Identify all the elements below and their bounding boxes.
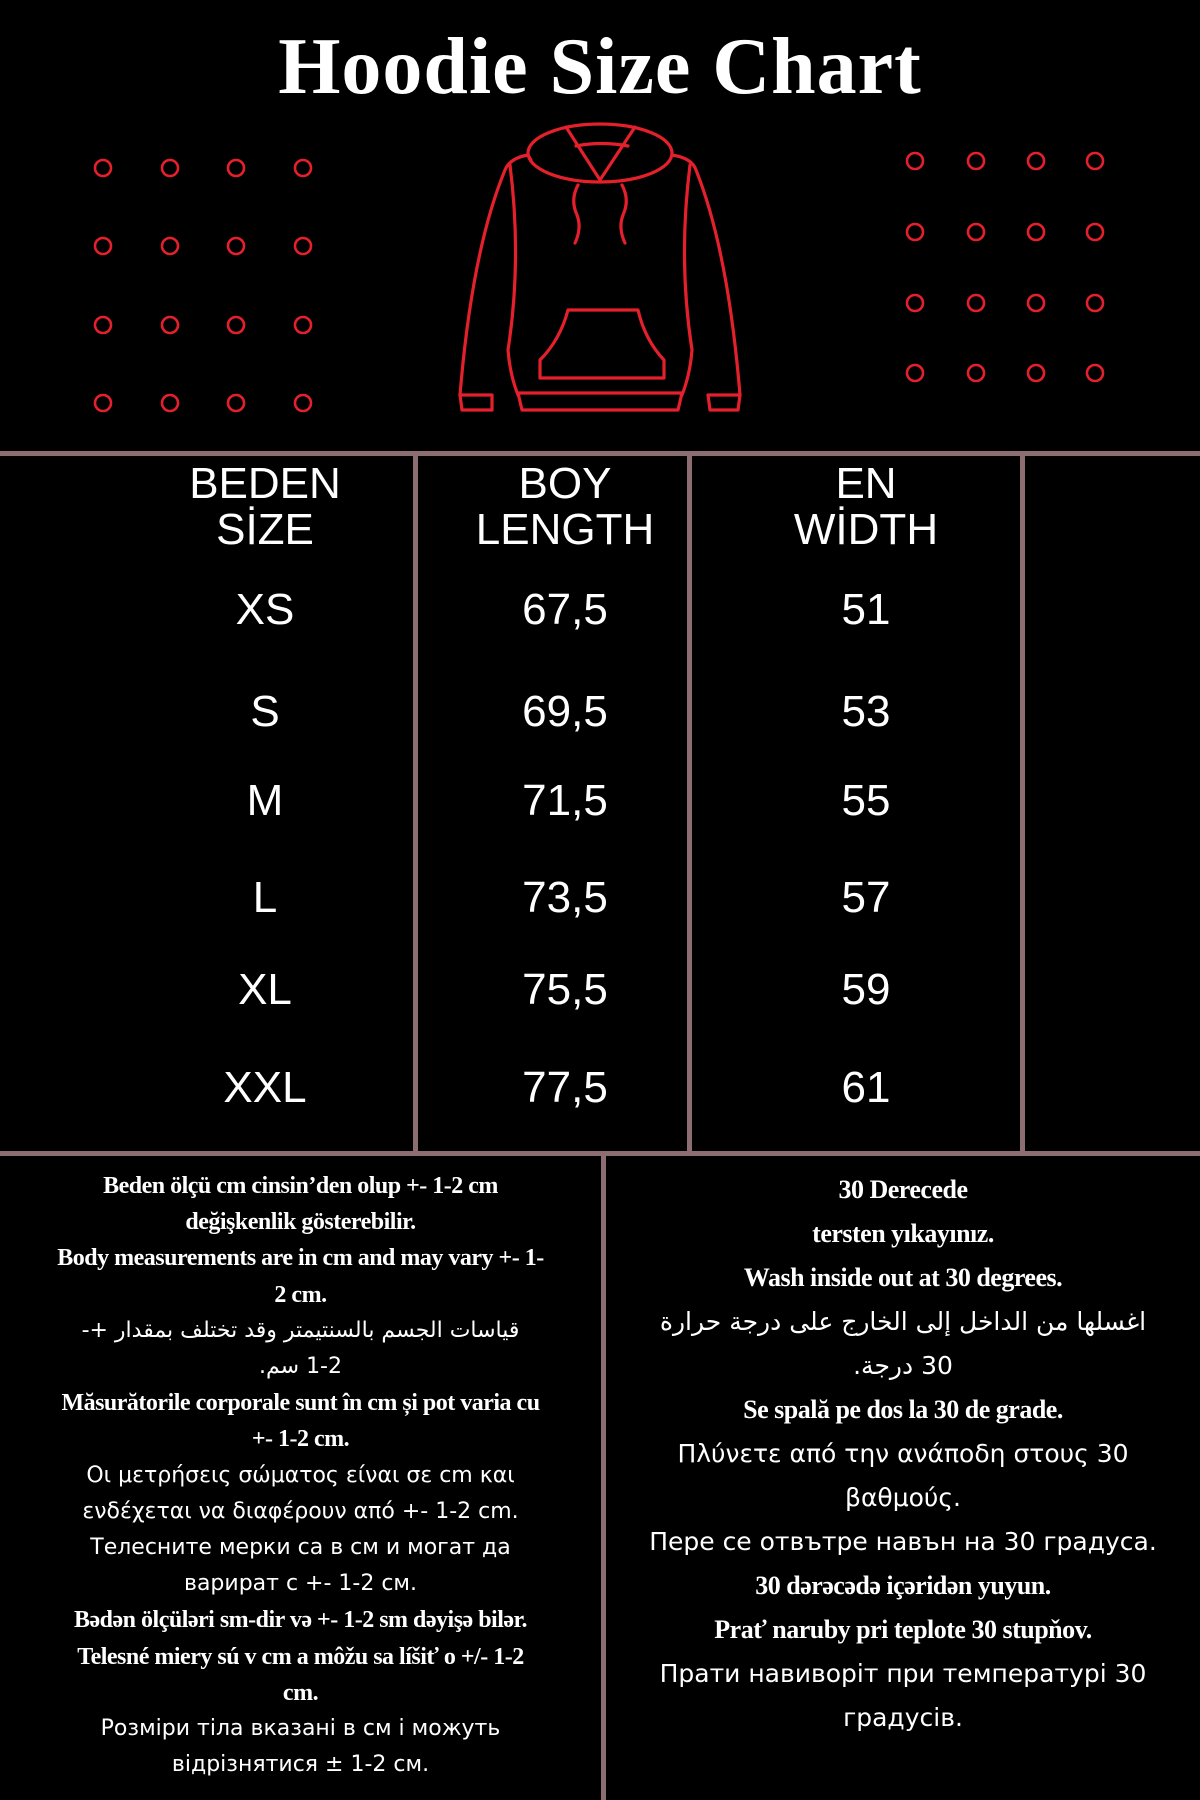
note-line: Body measurements are in cm and may vary… — [57, 1245, 544, 1272]
red-circle-dot — [1026, 293, 1046, 313]
note-line: Se spală pe dos la 30 de grade. — [743, 1395, 1063, 1424]
cell-width: 51 — [841, 585, 891, 634]
cell-size: M — [246, 776, 284, 825]
header-size-line1: BEDEN — [189, 459, 341, 508]
cell-width: 53 — [841, 687, 891, 736]
note-line: Măsurătorile corporale sunt în cm și pot… — [61, 1390, 540, 1417]
cell-length: 75,5 — [522, 965, 608, 1014]
red-circle-dot — [1026, 151, 1046, 171]
red-circle-dot — [966, 293, 986, 313]
note-line: 30 dərəcədə içəridən yuyun. — [755, 1571, 1051, 1600]
note-line: Beden ölçü cm cinsin’den olup +- 1-2 cm — [103, 1173, 498, 1199]
red-circle-dot — [160, 315, 180, 335]
note-line: Пере се отвътре навън на 30 градуса. — [649, 1527, 1157, 1556]
red-circle-dot — [966, 363, 986, 383]
note-line: Bədən ölçüləri sm-dir və +- 1-2 sm dəyiş… — [74, 1607, 527, 1634]
column-divider — [687, 451, 692, 1156]
note-line: Розміри тіла вказані в см і можуть — [100, 1716, 501, 1742]
table-bottom-border — [0, 1151, 1200, 1156]
washing-notes: 30 Derecede tersten yıkayınız. Wash inside… — [606, 1168, 1200, 1740]
note-line: Οι μετρήσεις σώματος είναι σε cm και — [86, 1462, 515, 1488]
column-divider — [1020, 451, 1025, 1156]
red-dot-grids — [93, 151, 1105, 413]
note-line: варират с +- 1-2 см. — [183, 1571, 418, 1597]
cell-size: XS — [235, 585, 295, 634]
note-line: 30 درجة. — [853, 1351, 953, 1380]
note-line: Телесните мерки са в см и могат да — [90, 1535, 511, 1561]
red-circle-dot — [1085, 363, 1105, 383]
note-line: 30 Derecede — [838, 1175, 968, 1204]
red-circle-dot — [93, 393, 113, 413]
cell-length: 71,5 — [522, 776, 608, 825]
note-line: 2 cm. — [274, 1281, 327, 1308]
cell-length: 73,5 — [522, 873, 608, 922]
note-line: ενδέχεται να διαφέρουν από +- 1-2 cm. — [82, 1498, 519, 1524]
note-line: Прати навиворіт при температурі 30 — [659, 1659, 1147, 1688]
note-line: градусів. — [843, 1703, 963, 1732]
cell-length: 77,5 — [522, 1063, 608, 1112]
decoration-layer — [93, 122, 1105, 413]
red-circle-dot — [905, 293, 925, 313]
note-line: відрізнятися ± 1-2 см. — [171, 1752, 430, 1778]
red-circle-dot — [226, 158, 246, 178]
red-circle-dot — [293, 236, 313, 256]
notes-divider — [601, 1156, 606, 1800]
header-size-line2: SİZE — [216, 505, 314, 554]
note-line: Telesné miery sú v cm a môžu sa líšiť o … — [77, 1643, 524, 1670]
cell-width: 55 — [841, 776, 891, 825]
note-line: değişkenlik gösterebilir. — [185, 1209, 416, 1236]
note-line: اغسلها من الداخل إلى الخارج على درجة حرا… — [659, 1307, 1147, 1336]
red-circle-dot — [160, 236, 180, 256]
cell-width: 61 — [841, 1063, 891, 1112]
red-circle-dot — [905, 363, 925, 383]
red-circle-dot — [226, 236, 246, 256]
red-circle-dot — [905, 151, 925, 171]
red-circle-dot — [905, 222, 925, 242]
note-line: tersten yıkayınız. — [812, 1219, 994, 1248]
cell-size: L — [252, 873, 278, 922]
cell-width: 57 — [841, 873, 891, 922]
cell-size: XL — [238, 965, 292, 1014]
note-line: βαθμούς. — [844, 1483, 961, 1512]
red-circle-dot — [226, 393, 246, 413]
note-line: +- 1-2 cm. — [251, 1426, 350, 1453]
note-line: Πλύνετε από την ανάποδη στους 30 — [677, 1439, 1129, 1468]
red-circle-dot — [160, 393, 180, 413]
note-line: قياسات الجسم بالسنتيمتر وقد تختلف بمقدار… — [81, 1317, 520, 1343]
measurement-notes: Beden ölçü cm cinsin’den olup +- 1-2 cm d… — [0, 1168, 601, 1783]
red-circle-dot — [1026, 363, 1046, 383]
cell-width: 59 — [841, 965, 891, 1014]
red-circle-dot — [1085, 151, 1105, 171]
cell-length: 69,5 — [522, 687, 608, 736]
red-circle-dot — [1085, 293, 1105, 313]
note-line: Prať naruby pri teplote 30 stupňov. — [714, 1615, 1092, 1644]
red-circle-dot — [1026, 222, 1046, 242]
cell-size: XXL — [223, 1063, 307, 1112]
red-circle-dot — [160, 158, 180, 178]
column-divider — [413, 451, 418, 1156]
red-circle-dot — [226, 315, 246, 335]
table-top-border — [0, 451, 1200, 456]
header-width-line1: EN — [835, 459, 897, 508]
red-circle-dot — [293, 393, 313, 413]
header-length-line1: BOY — [518, 459, 612, 508]
note-line: cm. — [282, 1679, 319, 1706]
note-line: 1-2 سم. — [259, 1354, 342, 1380]
red-circle-dot — [93, 315, 113, 335]
hoodie-outline-icon — [458, 122, 742, 412]
page-title: Hoodie Size Chart — [278, 23, 922, 111]
cell-size: S — [250, 687, 280, 736]
header-length-line2: LENGTH — [475, 505, 655, 554]
red-circle-dot — [93, 236, 113, 256]
red-circle-dot — [293, 315, 313, 335]
note-line: Wash inside out at 30 degrees. — [743, 1263, 1063, 1292]
red-circle-dot — [293, 158, 313, 178]
cell-length: 67,5 — [522, 585, 608, 634]
red-circle-dot — [93, 158, 113, 178]
red-circle-dot — [1085, 222, 1105, 242]
header-width-line2: WİDTH — [793, 505, 939, 554]
red-circle-dot — [966, 151, 986, 171]
red-circle-dot — [966, 222, 986, 242]
